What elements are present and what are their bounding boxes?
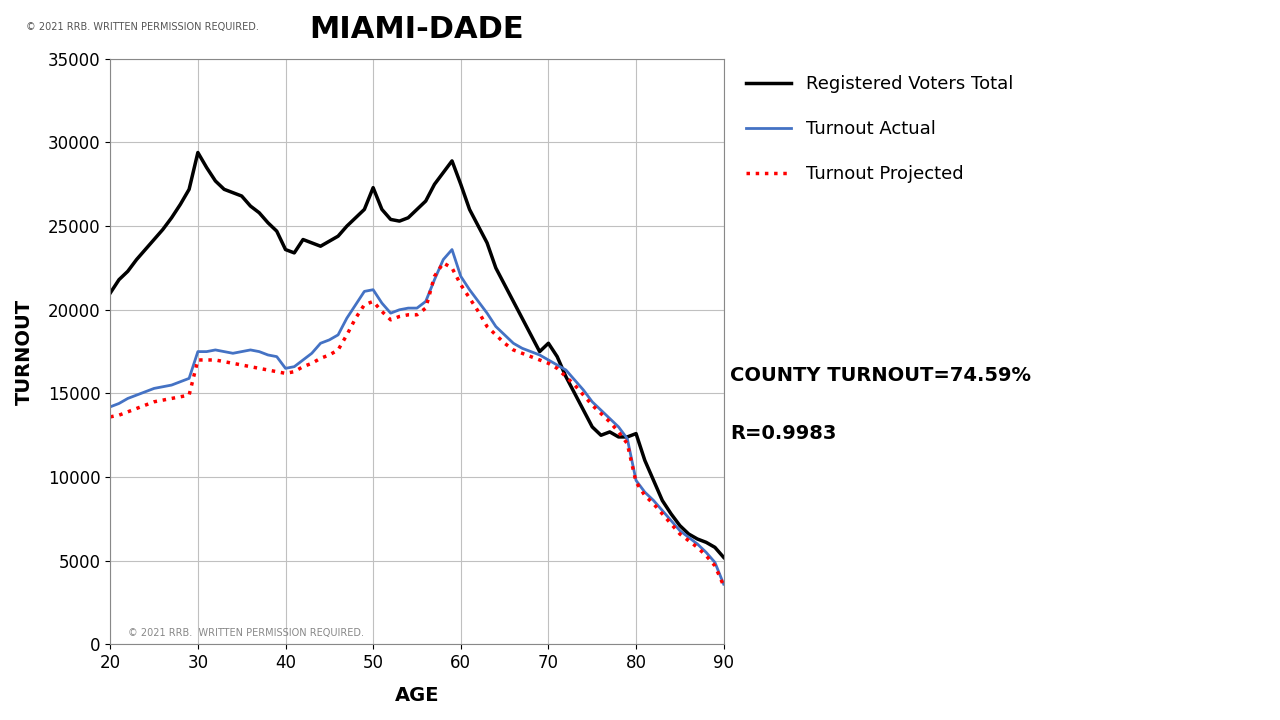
Registered Voters Total: [716, 553, 731, 562]
Registered Voters Total: [410, 205, 425, 214]
Text: COUNTY TURNOUT=74.59%: COUNTY TURNOUT=74.59%: [730, 366, 1030, 385]
Registered Voters Total: [576, 406, 591, 415]
Y-axis label: TURNOUT: TURNOUT: [15, 299, 35, 405]
Registered Voters Total: [287, 248, 302, 257]
Legend: Registered Voters Total, Turnout Actual, Turnout Projected: Registered Voters Total, Turnout Actual,…: [739, 68, 1020, 191]
Registered Voters Total: [120, 267, 136, 276]
Text: R=0.9983: R=0.9983: [730, 425, 836, 444]
Registered Voters Total: [191, 148, 206, 157]
Turnout Actual: [102, 402, 118, 411]
Turnout Actual: [278, 364, 293, 373]
Turnout Actual: [716, 580, 731, 588]
Turnout Actual: [576, 386, 591, 395]
Text: © 2021 RRB. WRITTEN PERMISSION REQUIRED.: © 2021 RRB. WRITTEN PERMISSION REQUIRED.: [26, 22, 259, 32]
Turnout Projected: [690, 543, 705, 552]
Turnout Projected: [435, 258, 451, 267]
Turnout Projected: [120, 408, 136, 416]
Turnout Actual: [120, 394, 136, 402]
Turnout Actual: [690, 540, 705, 549]
Text: © 2021 RRB.  WRITTEN PERMISSION REQUIRED.: © 2021 RRB. WRITTEN PERMISSION REQUIRED.: [128, 628, 364, 638]
X-axis label: AGE: AGE: [394, 686, 439, 705]
Turnout Projected: [480, 322, 495, 330]
Registered Voters Total: [480, 238, 495, 247]
Title: MIAMI-DADE: MIAMI-DADE: [310, 15, 525, 44]
Line: Registered Voters Total: Registered Voters Total: [110, 153, 723, 557]
Turnout Projected: [102, 413, 118, 421]
Turnout Actual: [480, 309, 495, 318]
Turnout Projected: [401, 310, 416, 319]
Line: Turnout Actual: Turnout Actual: [110, 250, 723, 584]
Turnout Projected: [278, 369, 293, 378]
Turnout Actual: [401, 304, 416, 312]
Registered Voters Total: [690, 535, 705, 544]
Turnout Actual: [444, 246, 460, 254]
Turnout Projected: [576, 391, 591, 400]
Line: Turnout Projected: Turnout Projected: [110, 263, 723, 586]
Turnout Projected: [716, 582, 731, 590]
Registered Voters Total: [102, 289, 118, 297]
